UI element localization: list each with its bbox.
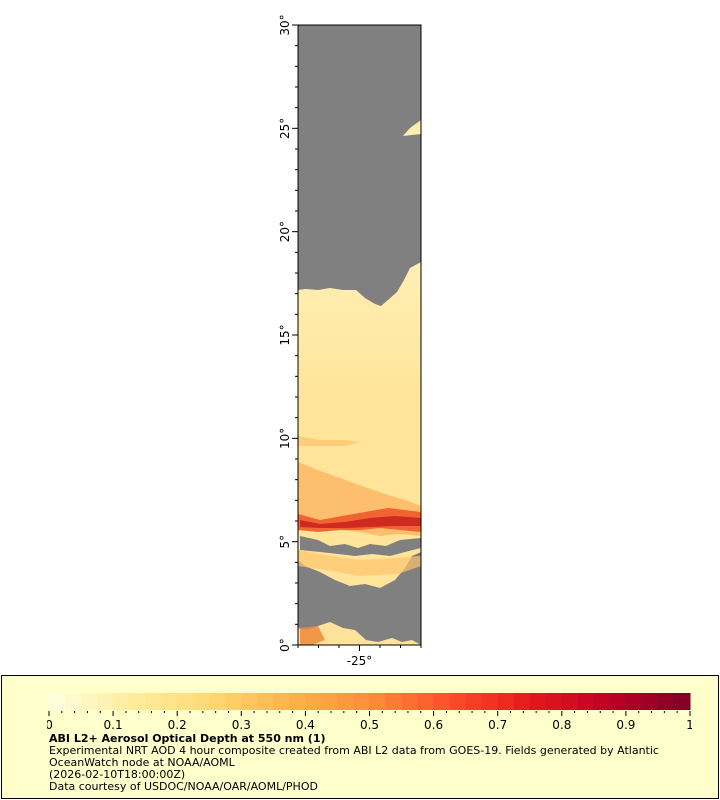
colorbar-segment (609, 693, 627, 710)
colorbar-segment (561, 693, 579, 710)
colorbar-segment (177, 693, 194, 710)
colorbar-tick-label: 1 (686, 718, 692, 731)
caption-source-node: OceanWatch node at NOAA/AOML (49, 756, 235, 769)
colorbar-segment (497, 693, 515, 710)
colorbar-segment (113, 693, 130, 710)
lat-tick-label: 5° (278, 535, 292, 549)
colorbar-segment (257, 693, 274, 710)
colorbar-segment (321, 693, 338, 710)
colorbar-segment (481, 693, 499, 710)
no-data-region-south (298, 552, 421, 645)
aod-field (298, 25, 421, 645)
colorbar-segment (593, 693, 611, 710)
colorbar-segment (577, 693, 595, 710)
colorbar-segment (369, 693, 387, 710)
latitude-axis: 0° 5° 10° 15° 20° 25° 30° (278, 14, 298, 652)
no-data-patch-equatorial (300, 536, 421, 556)
colorbar-tick-label: 0.2 (168, 718, 187, 731)
colorbar-tick-label: 0.9 (616, 718, 635, 731)
lat-tick-label: 15° (278, 324, 292, 345)
caption-title: ABI L2+ Aerosol Optical Depth at 550 nm … (49, 732, 326, 745)
colorbar-segment (241, 693, 258, 710)
aerosol-south-band (298, 550, 421, 576)
legend-panel: 0 0.1 0.2 0.3 0.4 0.5 0.6 0.7 0.8 0.9 1 ABI L2+ Ae… (1, 675, 719, 799)
colorbar-tick-label: 0.6 (424, 718, 443, 731)
colorbar-segment (225, 693, 242, 710)
colorbar-segment (529, 693, 547, 710)
colorbar-segment (289, 693, 306, 710)
colorbar-segment (305, 693, 322, 710)
aerosol-south-corner (300, 626, 325, 645)
lat-tick-label: 20° (278, 221, 292, 242)
lat-tick-label: 25° (278, 118, 292, 139)
lat-tick-label: 30° (278, 14, 292, 35)
colorbar-segment (465, 693, 483, 710)
colorbar-segment (513, 693, 531, 710)
colorbar-segment (49, 693, 66, 710)
colorbar-segment (209, 693, 226, 710)
colorbar-segment (81, 693, 98, 710)
caption-description: Experimental NRT AOD 4 hour composite cr… (49, 744, 659, 757)
longitude-axis: -25° (297, 645, 422, 668)
colorbar-segment (401, 693, 419, 710)
caption-timestamp: (2026-02-10T18:00:00Z) (49, 768, 186, 781)
colorbar-tick-label: 0 (47, 718, 53, 731)
lon-tick-label: -25° (347, 654, 373, 668)
colorbar-segment (385, 693, 403, 710)
colorbar-tick-label: 0.5 (360, 718, 379, 731)
colorbar-segment (417, 693, 435, 710)
colorbar-segment (193, 693, 210, 710)
colorbar-segment (449, 693, 467, 710)
colorbar-segment (273, 693, 290, 710)
colorbar-segment (545, 693, 563, 710)
colorbar-segment (433, 693, 451, 710)
colorbar-tick-label: 0.3 (232, 718, 251, 731)
colorbar-tick-label: 0.8 (552, 718, 571, 731)
colorbar: 0 0.1 0.2 0.3 0.4 0.5 0.6 0.7 0.8 0.9 1 (47, 693, 692, 731)
colorbar-segment (641, 693, 659, 710)
colorbar-segment (625, 693, 643, 710)
colorbar-segment (353, 693, 370, 710)
colorbar-segment (337, 693, 354, 710)
colorbar-segment (657, 693, 675, 710)
colorbar-segment (673, 693, 691, 710)
colorbar-segment (145, 693, 162, 710)
colorbar-tick-label: 0.1 (104, 718, 123, 731)
aerosol-band-north (298, 436, 360, 446)
lat-tick-label: 0° (278, 638, 292, 652)
aerosol-plume-core (300, 516, 421, 528)
lat-tick-label: 10° (278, 428, 292, 449)
caption-credit: Data courtesy of USDOC/NOAA/OAR/AOML/PHO… (49, 780, 318, 793)
colorbar-tick-label: 0.7 (488, 718, 507, 731)
colorbar-tick-label: 0.4 (296, 718, 315, 731)
colorbar-segment (97, 693, 114, 710)
colorbar-segment (129, 693, 146, 710)
colorbar-segment (65, 693, 82, 710)
colorbar-segment (161, 693, 178, 710)
aod-map: 0° 5° 10° 15° 20° 25° 30° -25° (278, 14, 422, 668)
no-data-region-north (298, 25, 421, 306)
